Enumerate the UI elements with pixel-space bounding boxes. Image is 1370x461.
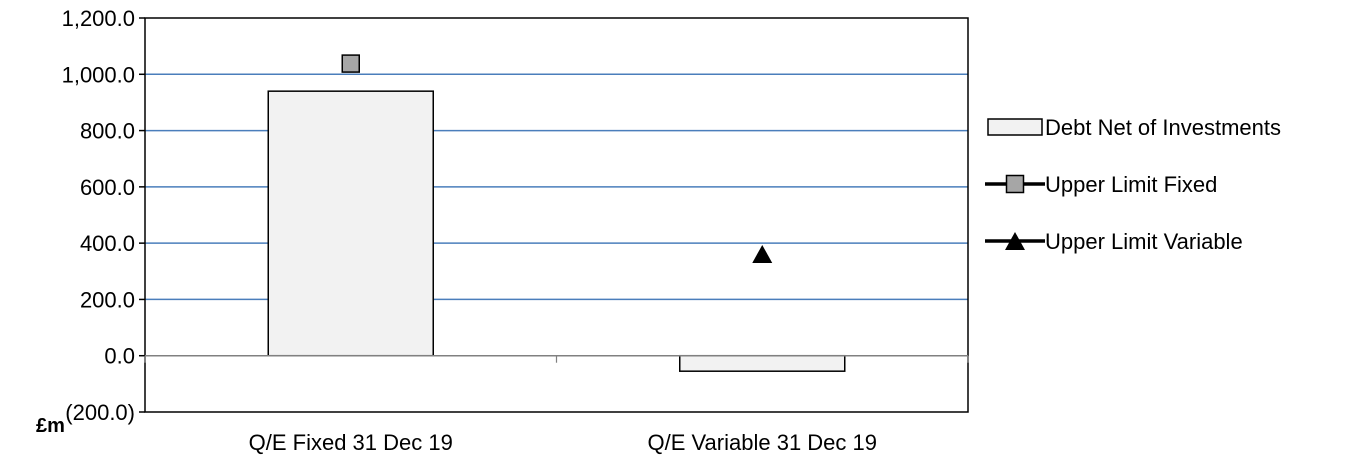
markers: [341, 54, 773, 263]
bar: [679, 354, 846, 372]
bars: [267, 90, 846, 372]
legend-label: Debt Net of Investments: [1045, 115, 1281, 140]
y-tick-label: 400.0: [80, 231, 135, 256]
y-tick-label: (200.0): [65, 400, 135, 425]
upper-limit-variable-marker: [752, 244, 773, 263]
y-tick-label: 600.0: [80, 175, 135, 200]
x-category-label: Q/E Fixed 31 Dec 19: [249, 430, 453, 455]
legend: Debt Net of Investments Upper Limit Fixed…: [985, 115, 1281, 254]
plot-area-frame: [144, 17, 969, 413]
y-tick-label: 1,200.0: [62, 6, 135, 31]
legend-swatch-marker: [1005, 174, 1025, 194]
bar: [267, 90, 434, 357]
x-category-labels: Q/E Fixed 31 Dec 19 Q/E Variable 31 Dec 1…: [249, 430, 877, 455]
legend-swatch-marker: [1005, 232, 1025, 250]
y-tick-label: 0.0: [104, 344, 135, 369]
y-tick-labels: (200.0) 0.0 200.0 400.0 600.0 800.0 1,000.0 1,2…: [62, 6, 135, 425]
legend-label: Upper Limit Variable: [1045, 229, 1243, 254]
legend-swatch-bar: [987, 118, 1043, 136]
y-axis-unit-label: £m: [36, 415, 65, 437]
y-tick-label: 1,000.0: [62, 62, 135, 87]
y-tick-label: 800.0: [80, 119, 135, 144]
y-tick-label: 200.0: [80, 287, 135, 312]
upper-limit-fixed-marker: [341, 54, 360, 73]
x-category-label: Q/E Variable 31 Dec 19: [648, 430, 878, 455]
axes: [139, 17, 969, 413]
legend-label: Upper Limit Fixed: [1045, 172, 1217, 197]
